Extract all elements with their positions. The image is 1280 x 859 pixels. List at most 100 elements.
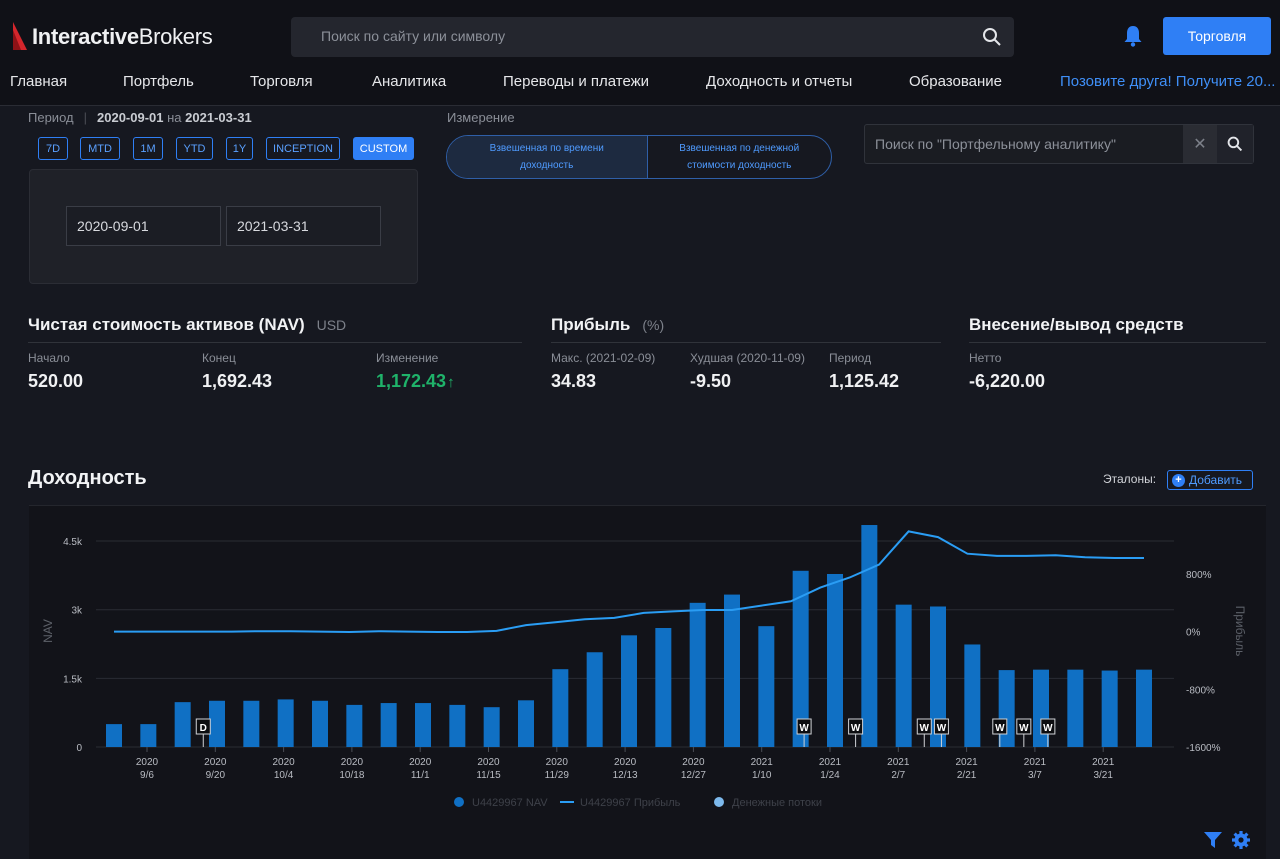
trade-button[interactable]: Торговля <box>1163 17 1271 55</box>
chip-mtd[interactable]: MTD <box>80 137 120 160</box>
nav-item-education[interactable]: Образование <box>909 73 1002 90</box>
nav-bar <box>586 652 603 747</box>
chip-1y[interactable]: 1Y <box>226 137 253 160</box>
profit-block-title: Прибыль (%) <box>551 315 664 335</box>
x-tick-date: 11/15 <box>476 770 501 781</box>
y-left-tick: 1.5k <box>63 674 83 685</box>
measure-option-money-weighted[interactable]: Взвешенная по денежной стоимости доходно… <box>679 143 800 171</box>
add-benchmark-button[interactable]: + Добавить <box>1167 470 1253 490</box>
chip-1m[interactable]: 1M <box>133 137 163 160</box>
x-tick-year: 2020 <box>341 757 364 768</box>
search-icon <box>1227 136 1243 152</box>
clear-icon[interactable]: ✕ <box>1183 125 1217 163</box>
measure-option-time-weighted[interactable]: Взвешенная по времени доходность <box>447 136 648 178</box>
divider <box>28 342 522 343</box>
nav-bar <box>689 602 706 747</box>
search-submit-button[interactable] <box>1217 125 1253 163</box>
cash-flow-marker-label: D <box>200 723 207 734</box>
profit-title-text: Прибыль <box>551 315 631 334</box>
nav-item-trading[interactable]: Торговля <box>250 73 313 90</box>
nav-bar <box>758 626 775 747</box>
x-tick-date: 12/27 <box>681 770 706 781</box>
nav-item-home[interactable]: Главная <box>10 73 68 90</box>
nav-bar <box>552 669 569 747</box>
site-search-placeholder: Поиск по сайту или символу <box>321 28 506 44</box>
nav-promo-link[interactable]: Позовите друга! Получите 20... <box>1060 73 1276 90</box>
nav-title-text: Чистая стоимость активов (NAV) <box>28 315 305 334</box>
x-tick-date: 2/21 <box>957 770 977 781</box>
nav-change: 1,172.43↑ <box>376 371 455 392</box>
x-tick-year: 2021 <box>887 757 910 768</box>
cash-flow-marker <box>933 718 949 735</box>
legend-label: U4429967 NAV <box>472 797 548 809</box>
profit-period-value: 1,125.42 <box>829 371 900 391</box>
measure-label: Измерение <box>447 110 515 125</box>
top-bar: InteractiveBrokers Поиск по сайту или си… <box>0 0 1280 64</box>
chip-7d[interactable]: 7D <box>38 137 68 160</box>
add-benchmark-label: Добавить <box>1189 473 1243 487</box>
nav-item-analytics[interactable]: Аналитика <box>372 73 447 90</box>
x-tick-year: 2021 <box>819 757 842 768</box>
nav-bar <box>621 635 637 747</box>
x-tick-date: 3/7 <box>1028 770 1042 781</box>
x-tick-year: 2020 <box>546 757 569 768</box>
site-search-input[interactable]: Поиск по сайту или символу <box>291 17 1014 57</box>
chip-ytd[interactable]: YTD <box>176 137 213 160</box>
cash-flow-marker-label: W <box>937 723 947 734</box>
logo[interactable]: InteractiveBrokers <box>10 20 213 54</box>
end-date-input[interactable]: 2021-03-31 <box>226 206 381 246</box>
x-tick-year: 2020 <box>272 757 295 768</box>
nav-item-transfers[interactable]: Переводы и платежи <box>503 73 650 90</box>
cash-flow-marker-label: W <box>995 723 1005 734</box>
y-right-tick: -1600% <box>1186 743 1221 754</box>
cash-flow-marker <box>1016 718 1032 735</box>
chip-inception[interactable]: INCEPTION <box>266 137 340 160</box>
nav-change-label: Изменение <box>376 351 439 365</box>
period-label: Период <box>28 110 74 125</box>
x-tick-year: 2021 <box>751 757 774 768</box>
nav-end-label: Конец <box>202 351 236 365</box>
x-tick-date: 3/21 <box>1093 770 1113 781</box>
x-tick-year: 2021 <box>1024 757 1047 768</box>
profit-unit: (%) <box>642 317 665 333</box>
nav-start-value: 520.00 <box>28 371 84 391</box>
period-to: 2021-03-31 <box>185 110 252 125</box>
nav-bar <box>964 644 981 747</box>
chip-custom[interactable]: CUSTOM <box>353 137 414 160</box>
legend-dot-swatch <box>454 797 464 807</box>
period-joiner: на <box>167 110 182 125</box>
flows-net-label: Нетто <box>969 351 1002 365</box>
legend-label: Денежные потоки <box>732 797 822 809</box>
y-right-tick: 800% <box>1186 570 1212 581</box>
nav-bar <box>277 699 294 747</box>
nav-bar <box>209 700 225 747</box>
start-date-input[interactable]: 2020-09-01 <box>66 206 221 246</box>
cash-flow-marker <box>1040 718 1056 735</box>
main-nav: Главная Портфель Торговля Аналитика Пере… <box>0 64 1280 106</box>
search-icon[interactable] <box>982 27 1002 47</box>
y-right-axis-label: Прибыль <box>1233 606 1247 657</box>
legend-label: U4429967 Прибыль <box>580 797 681 809</box>
nav-bar <box>415 703 431 747</box>
portfolio-analyst-search[interactable]: Поиск по "Портфельному аналитику" ✕ <box>864 124 1254 164</box>
x-tick-date: 9/20 <box>206 770 226 781</box>
x-tick-year: 2020 <box>409 757 432 768</box>
cash-flow-marker-label: W <box>851 723 861 734</box>
cash-flow-marker <box>195 718 211 735</box>
logo-text: InteractiveBrokers <box>32 24 213 49</box>
nav-bar <box>312 700 328 747</box>
cash-flow-marker <box>992 718 1008 735</box>
logo-mark-icon <box>13 22 27 50</box>
nav-item-performance[interactable]: Доходность и отчеты <box>706 73 853 90</box>
nav-bar <box>483 707 500 747</box>
bell-icon[interactable] <box>1121 24 1145 48</box>
nav-currency: USD <box>316 317 347 333</box>
y-left-axis-label: NAV <box>41 619 55 643</box>
nav-item-portfolio[interactable]: Портфель <box>123 73 194 90</box>
gear-icon[interactable] <box>1231 830 1251 850</box>
cash-flow-marker <box>848 718 864 735</box>
filter-icon[interactable] <box>1203 831 1223 849</box>
profit-period-label: Период <box>829 351 872 365</box>
x-tick-year: 2020 <box>204 757 227 768</box>
cash-flow-marker-label: W <box>799 723 809 734</box>
